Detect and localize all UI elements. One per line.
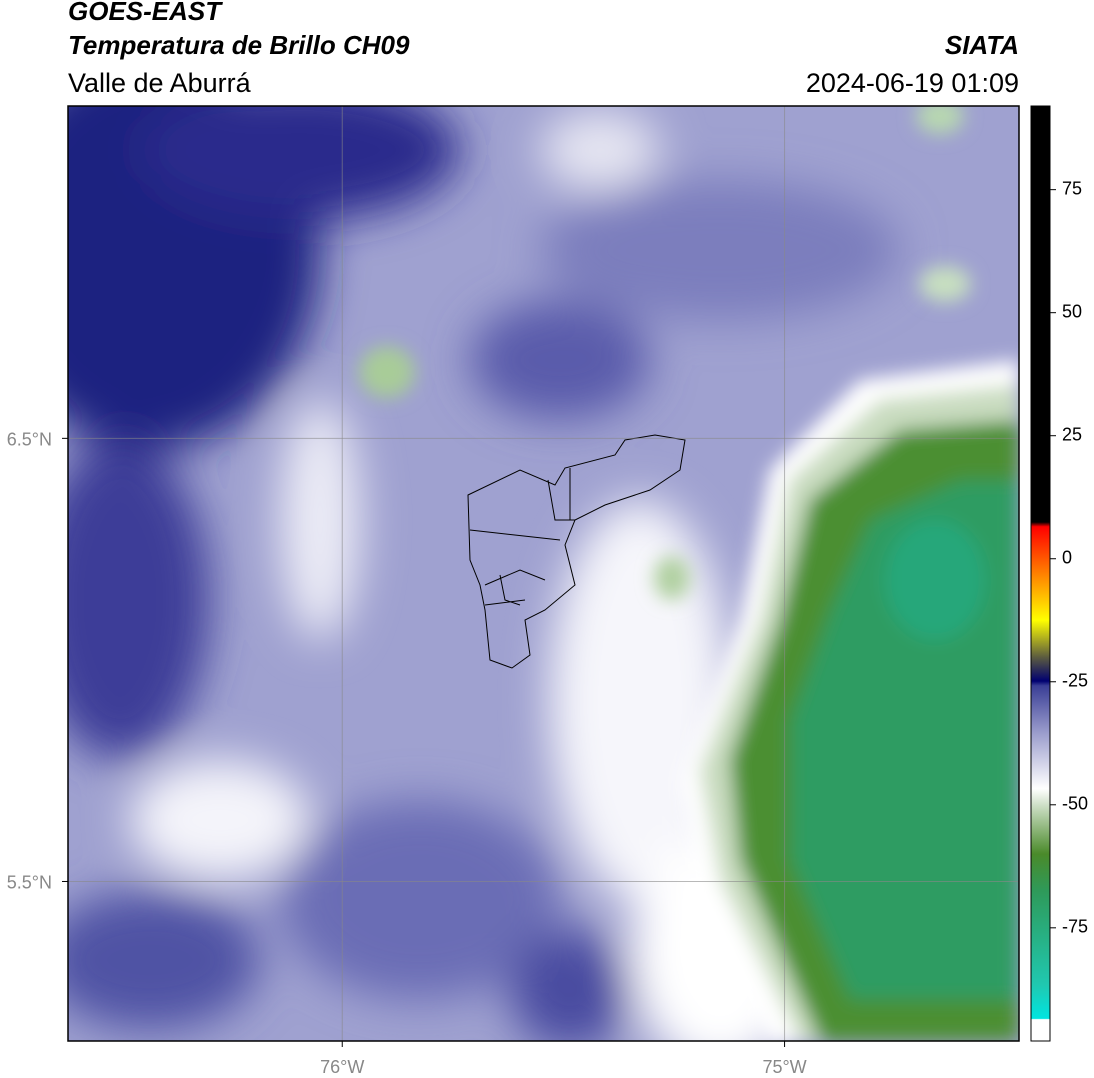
satellite: GOES-EAST [68,0,223,26]
colorbar-label: -50 [1062,794,1088,814]
colorbar-label: 25 [1062,424,1082,444]
map-frame [67,105,1020,1042]
colorbar-label: -25 [1062,671,1088,691]
colorbar-label: -75 [1062,917,1088,937]
datetime: 2024-06-19 01:09 [806,68,1019,98]
agency: SIATA [945,30,1019,60]
satellite-image [68,106,1019,1041]
colorbar-label: 0 [1062,547,1072,567]
title: Temperatura de Brillo CH09 [68,30,410,60]
colorbar-label: 50 [1062,301,1082,321]
lat-label: 5.5°N [7,872,52,892]
colorbar [1030,105,1051,1042]
lat-label: 6.5°N [7,429,52,449]
lon-label: 75°W [762,1057,806,1077]
colorbar-label: 75 [1062,178,1082,198]
valley-outline [467,434,686,669]
region: Valle de Aburrá [68,68,252,98]
lon-label: 76°W [320,1057,364,1077]
